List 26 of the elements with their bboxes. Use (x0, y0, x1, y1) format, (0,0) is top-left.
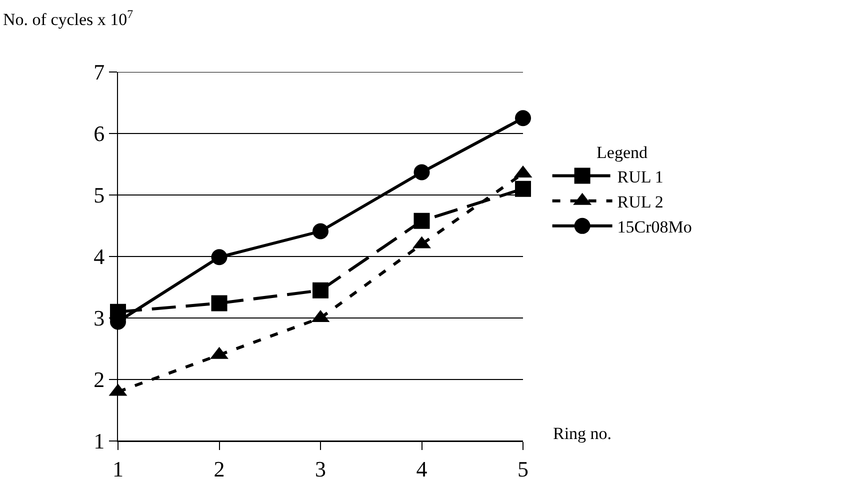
point (414, 164, 430, 180)
point (211, 249, 228, 266)
point (312, 223, 328, 240)
x-tick-label: 2 (214, 456, 225, 482)
legend-label: 15Cr08Mo (617, 218, 692, 237)
y-tick-label: 4 (94, 244, 105, 270)
y-tick-label: 5 (94, 182, 105, 208)
y-tick-label: 2 (94, 367, 105, 392)
point (515, 110, 531, 126)
point (211, 295, 228, 312)
legend-title: Legend (596, 143, 648, 162)
x-tick-label: 4 (416, 456, 428, 482)
y-tick-label: 1 (94, 428, 105, 454)
point (515, 180, 531, 197)
x-tick-label: 3 (315, 456, 326, 482)
x-tick-label: 5 (518, 456, 528, 482)
y-axis-title: No. of cycles x 10$^{7}$ (3, 7, 134, 30)
y-tick-label: 6 (94, 121, 105, 146)
point (414, 212, 430, 229)
y-tick-label: 3 (94, 306, 105, 331)
point (312, 282, 328, 298)
legend-label: RUL 2 (617, 192, 664, 212)
x-axis-title: Ring no. (553, 424, 612, 443)
x-tick-label: 1 (112, 456, 124, 482)
y-tick-label: 7 (94, 60, 105, 85)
legend-label: RUL 1 (617, 167, 664, 186)
